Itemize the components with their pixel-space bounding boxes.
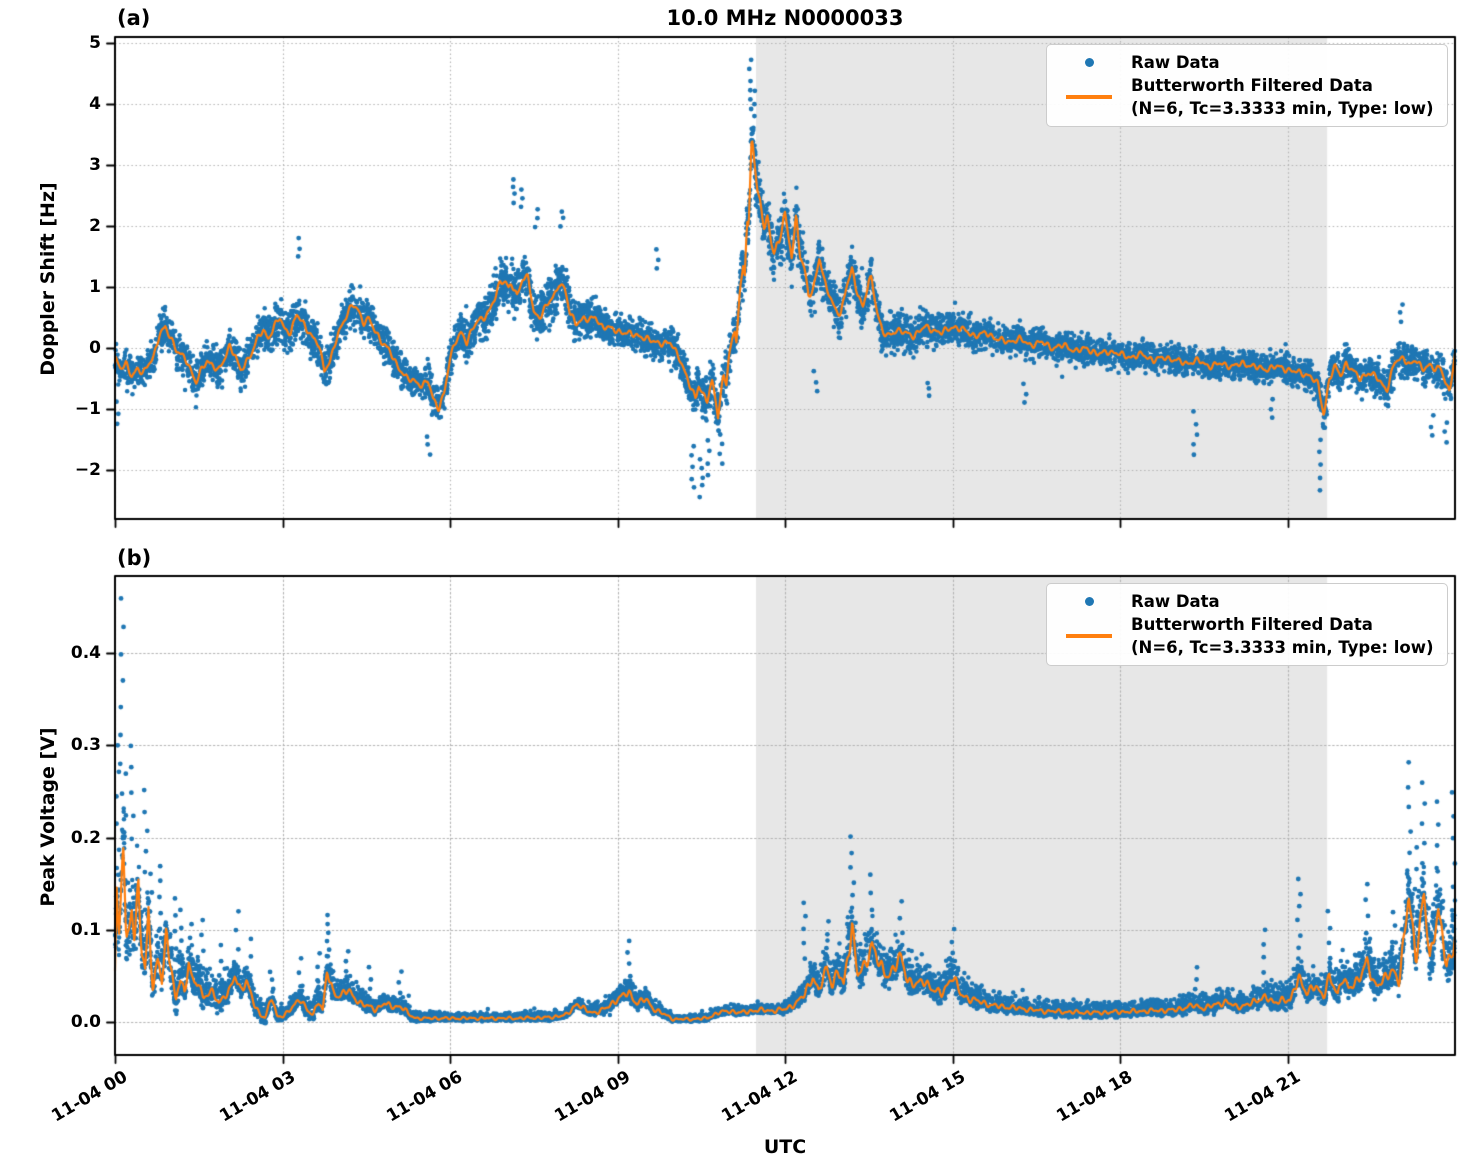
filtered-line-icon xyxy=(1066,634,1112,638)
legend-item-filtered: Butterworth Filtered Data (N=6, Tc=3.333… xyxy=(1047,74,1437,120)
y-tick-label: 0.0 xyxy=(70,1011,101,1032)
legend-panel-b: Raw Data Butterworth Filtered Data (N=6,… xyxy=(1046,583,1448,666)
y-tick-label: 0.4 xyxy=(70,643,101,664)
legend-raw-label: Raw Data xyxy=(1131,53,1220,72)
panel-b-tag: (b) xyxy=(117,546,152,570)
legend-panel-a: Raw Data Butterworth Filtered Data (N=6,… xyxy=(1046,44,1448,127)
y-tick-label: −1 xyxy=(74,399,101,420)
y-tick-label: 1 xyxy=(89,277,101,298)
y-tick-label: 4 xyxy=(89,94,101,115)
legend-raw-label: Raw Data xyxy=(1131,592,1220,611)
legend-filtered-sublabel: (N=6, Tc=3.3333 min, Type: low) xyxy=(1131,638,1434,657)
legend-item-filtered: Butterworth Filtered Data (N=6, Tc=3.333… xyxy=(1047,613,1437,659)
y-tick-label: 0.1 xyxy=(70,919,101,940)
panel-a-tag: (a) xyxy=(117,6,151,30)
filtered-line-icon xyxy=(1066,95,1112,99)
y-tick-label: 0 xyxy=(89,338,101,359)
legend-item-raw: Raw Data xyxy=(1047,590,1437,613)
raw-data-dot-icon xyxy=(1084,58,1094,67)
y-tick-label: −2 xyxy=(74,460,101,481)
legend-filtered-sublabel: (N=6, Tc=3.3333 min, Type: low) xyxy=(1131,99,1434,118)
y-tick-label: 3 xyxy=(89,155,101,176)
y-tick-label: 0.3 xyxy=(70,735,101,756)
legend-item-raw: Raw Data xyxy=(1047,51,1437,74)
legend-filtered-label: Butterworth Filtered Data xyxy=(1131,615,1373,634)
legend-filtered-label: Butterworth Filtered Data xyxy=(1131,76,1373,95)
y-tick-label: 0.2 xyxy=(70,827,101,848)
x-axis-label: UTC xyxy=(763,1136,807,1158)
figure-title: 10.0 MHz N0000033 xyxy=(666,6,904,30)
raw-data-dot-icon xyxy=(1084,597,1094,606)
y-tick-label: 2 xyxy=(89,216,101,237)
y-tick-label: 5 xyxy=(89,33,101,54)
